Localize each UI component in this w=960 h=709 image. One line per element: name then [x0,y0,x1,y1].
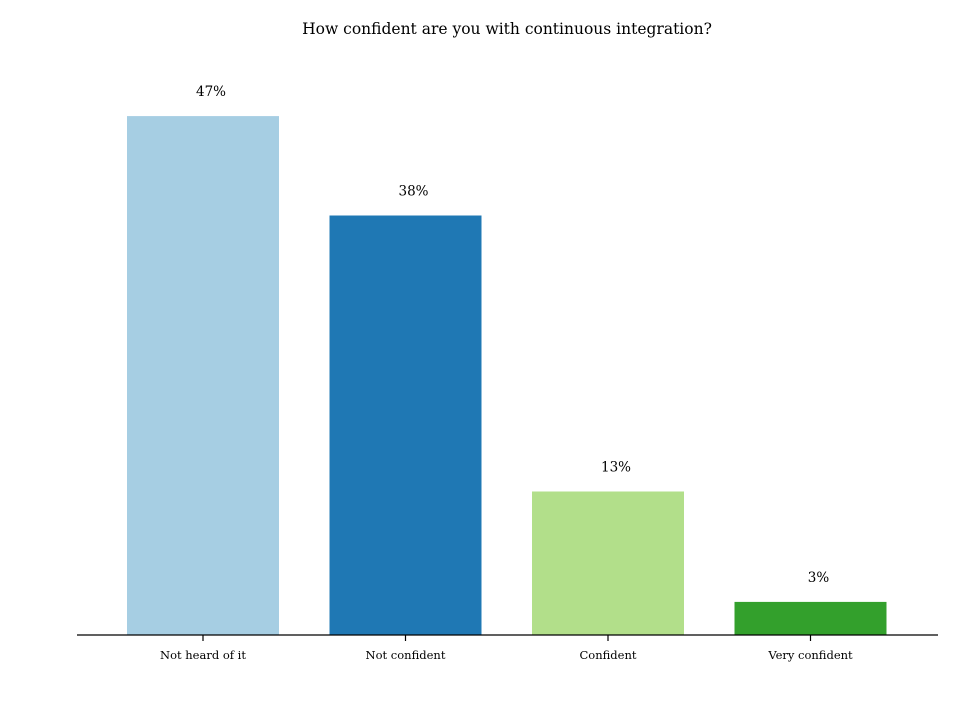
bar-not-heard-of-it [127,116,279,636]
value-labels-layer: 47% 38% 13% 3% [196,84,829,586]
x-tick-label: Not confident [366,648,446,662]
value-label: 13% [601,460,631,476]
value-label: 3% [808,570,830,586]
x-tick-label: Confident [580,648,637,662]
bar-very-confident [734,601,887,635]
bars-layer [127,116,887,636]
bar-not-confident [329,215,482,635]
bar-confident [532,491,684,635]
chart-title: How confident are you with continuous in… [302,20,712,38]
x-axis-ticks: Not heard of it Not confident Confident Ver… [160,635,853,662]
value-label: 47% [196,84,226,100]
value-label: 38% [398,184,428,200]
x-tick-label: Not heard of it [160,648,246,662]
x-tick-label: Very confident [767,648,853,662]
